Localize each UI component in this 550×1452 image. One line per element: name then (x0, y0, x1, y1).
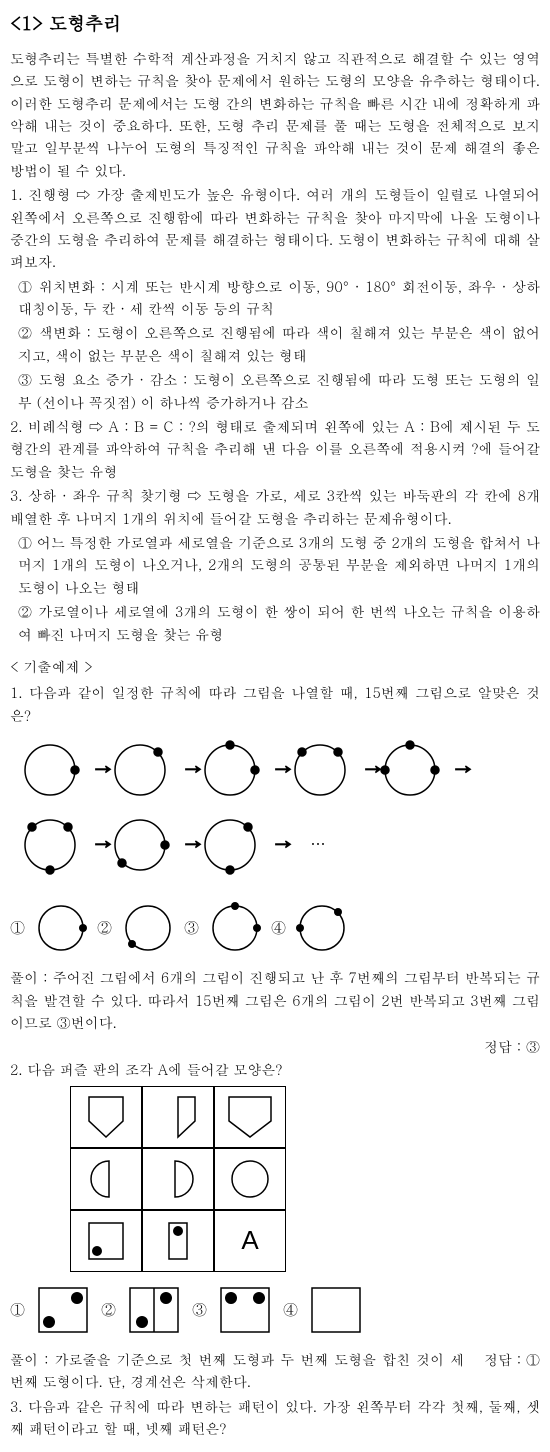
puzzle-cell (70, 1086, 142, 1148)
type2-paragraph: 2. 비례식형 ⇨ A : B = C : ?의 형태로 출제되며 왼쪽에 있는… (10, 415, 540, 482)
q2-option-4-figure (306, 1282, 366, 1338)
question-3: 3. 다음과 같은 규칙에 따라 변하는 패턴이 있다. 가장 왼쪽부터 각각 … (10, 1395, 540, 1440)
svg-text:→: → (185, 757, 201, 780)
type3-heading: 3. 상하 · 좌우 규칙 찾기형 ⇨ 도형을 가로, 세로 3칸씩 있는 바둑… (10, 484, 540, 529)
puzzle-cell-A: A (214, 1210, 286, 1272)
puzzle-cell (214, 1148, 286, 1210)
puzzle-cell (142, 1086, 214, 1148)
intro-paragraph: 도형추리는 특별한 수학적 계산과정을 거치지 않고 직관적으로 해결할 수 있… (10, 47, 540, 181)
ellipsis-text: … (310, 832, 326, 855)
puzzle-cell (70, 1148, 142, 1210)
type1-heading: 1. 진행형 ⇨ 가장 출제빈도가 높은 유형이다. 여러 개의 도형들이 일렬… (10, 183, 540, 273)
svg-text:→: → (365, 757, 381, 780)
type1-sub3: ③ 도형 요소 증가 · 감소 : 도형이 오른쪽으로 진행됨에 따라 도형 또… (10, 368, 540, 413)
q2-options: ① ② ③ ④ (10, 1278, 540, 1342)
q2-puzzle-grid: A (70, 1086, 540, 1272)
option-1-label: ① (10, 1298, 25, 1322)
svg-text:→: → (185, 832, 201, 855)
svg-text:→: → (455, 757, 471, 780)
svg-text:→: → (275, 757, 291, 780)
svg-text:→: → (275, 832, 291, 855)
q1-options: ① ② ③ ④ (10, 896, 540, 960)
question-1: 1. 다음과 같이 일정한 규칙에 따라 그림을 나열할 때, 15번째 그림으… (10, 681, 540, 726)
svg-text:→: → (95, 832, 111, 855)
q2-explanation: 풀이 : 가로줄을 기준으로 첫 번째 도형과 두 번째 도형을 합친 것이 세… (10, 1348, 464, 1393)
svg-text:→: → (95, 757, 111, 780)
option-4-label: ④ (271, 916, 286, 940)
puzzle-cell (214, 1086, 286, 1148)
q2-answer: 정답 : ① (484, 1348, 540, 1395)
option-2-label: ② (97, 916, 112, 940)
q2-option-3-figure (215, 1282, 275, 1338)
q1-option-1-figure (33, 900, 89, 956)
puzzle-cell (142, 1148, 214, 1210)
option-2-label: ② (101, 1298, 116, 1322)
type1-sub2: ② 색변화 : 도형이 오른쪽으로 진행됨에 따라 색이 칠해져 있는 부분은 … (10, 321, 540, 366)
q2-option-1-figure (33, 1282, 93, 1338)
puzzle-cell (142, 1210, 214, 1272)
option-3-label: ③ (192, 1298, 207, 1322)
q1-option-2-figure (120, 900, 176, 956)
examples-heading: < 기출예제 > (10, 655, 540, 677)
option-3-label: ③ (184, 916, 199, 940)
type3-sub1: ① 어느 특정한 가로열과 세로열을 기준으로 3개의 도형 중 2개의 도형을… (10, 531, 540, 598)
type1-sub1: ① 위치변화 : 시계 또는 반시계 방향으로 이동, 90° · 180° 회… (10, 275, 540, 320)
q2-option-2-figure (124, 1282, 184, 1338)
page-title: <1> 도형추리 (10, 10, 540, 39)
puzzle-cell (70, 1210, 142, 1272)
q1-answer: 정답 : ③ (10, 1035, 540, 1057)
question-2: 2. 다음 퍼즐 판의 조각 A에 들어갈 모양은? (10, 1058, 540, 1080)
option-4-label: ④ (283, 1298, 298, 1322)
q1-explanation: 풀이 : 주어진 그림에서 6개의 그림이 진행되고 난 후 7번째의 그림부터… (10, 966, 540, 1033)
q1-option-3-figure (207, 900, 263, 956)
type3-sub2: ② 가로열이나 세로열에 3개의 도형이 한 쌍이 되어 한 번씩 나오는 규칙… (10, 600, 540, 645)
option-1-label: ① (10, 916, 25, 940)
q1-sequence-figure: → → → → → → → → … (10, 730, 510, 890)
q1-option-4-figure (294, 900, 350, 956)
